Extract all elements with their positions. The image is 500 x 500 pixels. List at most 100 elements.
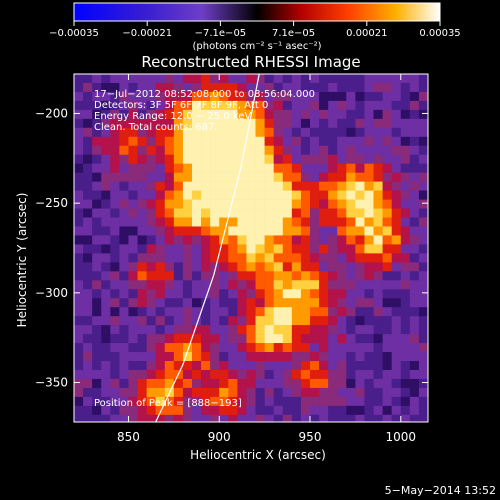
- heatmap-cell: [391, 190, 402, 200]
- heatmap-cell: [319, 271, 329, 281]
- heatmap-cell: [192, 74, 202, 84]
- heatmap-cell: [119, 325, 129, 335]
- heatmap-cell: [92, 136, 102, 147]
- heatmap-cell: [300, 208, 311, 218]
- heatmap-cell: [164, 316, 175, 326]
- heatmap-cell: [146, 136, 156, 147]
- heatmap-cell: [164, 271, 175, 281]
- heatmap-cell: [382, 163, 392, 173]
- heatmap-cell: [409, 369, 420, 380]
- heatmap-cell: [83, 244, 93, 254]
- heatmap-cell: [192, 414, 202, 422]
- heatmap-cell: [409, 361, 420, 371]
- heatmap-cell: [210, 396, 220, 407]
- heatmap-cell: [310, 298, 320, 308]
- heatmap-cell: [110, 217, 120, 227]
- heatmap-cell: [400, 244, 411, 254]
- heatmap-cell: [409, 343, 420, 353]
- heatmap-cell: [182, 100, 193, 111]
- heatmap-cell: [273, 361, 284, 371]
- heatmap-cell: [74, 172, 84, 182]
- heatmap-cell: [201, 405, 211, 416]
- heatmap-cell: [273, 262, 284, 272]
- heatmap-cell: [273, 378, 284, 389]
- y-axis-label: Heliocentric Y (arcsec): [15, 193, 29, 328]
- heatmap-cell: [201, 127, 211, 138]
- heatmap-cells: [74, 74, 428, 422]
- heatmap-cell: [83, 352, 93, 362]
- heatmap-cell: [228, 325, 238, 335]
- heatmap-cell: [328, 226, 338, 236]
- heatmap-cell: [291, 100, 302, 111]
- heatmap-cell: [182, 271, 193, 281]
- heatmap-cell: [364, 262, 374, 272]
- heatmap-cell: [264, 378, 274, 389]
- heatmap-cell: [246, 253, 256, 263]
- heatmap-cell: [255, 253, 265, 263]
- heatmap-cell: [300, 396, 311, 407]
- heatmap-cell: [210, 262, 220, 272]
- heatmap-cell: [337, 352, 347, 362]
- heatmap-cell: [337, 82, 347, 93]
- heatmap-cell: [291, 253, 302, 263]
- heatmap-cell: [264, 352, 274, 362]
- heatmap-cell: [101, 163, 111, 173]
- heatmap-cell: [319, 100, 329, 111]
- heatmap-cell: [110, 235, 120, 245]
- heatmap-cell: [319, 334, 329, 344]
- heatmap-cell: [74, 289, 84, 299]
- heatmap-cell: [400, 199, 411, 209]
- heatmap-cell: [101, 235, 111, 245]
- heatmap-cell: [192, 127, 202, 138]
- heatmap-cell: [409, 100, 420, 111]
- heatmap-cell: [246, 343, 256, 353]
- heatmap-cell: [264, 136, 274, 147]
- heatmap-cell: [137, 271, 147, 281]
- heatmap-cell: [83, 325, 93, 335]
- heatmap-cell: [418, 396, 428, 407]
- heatmap-cell: [264, 91, 274, 102]
- heatmap-cell: [119, 352, 129, 362]
- heatmap-cell: [92, 414, 102, 422]
- heatmap-cell: [346, 226, 356, 236]
- heatmap-cell: [300, 289, 311, 299]
- heatmap-cell: [355, 387, 365, 398]
- heatmap-cell: [74, 378, 84, 389]
- heatmap-cell: [300, 244, 311, 254]
- heatmap-cell: [92, 82, 102, 93]
- heatmap-cell: [319, 387, 329, 398]
- heatmap-cell: [310, 199, 320, 209]
- heatmap-cell: [346, 352, 356, 362]
- heatmap-cell: [74, 361, 84, 371]
- heatmap-cell: [192, 405, 202, 416]
- heatmap-cell: [400, 316, 411, 326]
- heatmap-cell: [182, 298, 193, 308]
- heatmap-cell: [192, 145, 202, 156]
- heatmap-cell: [92, 352, 102, 362]
- heatmap-cell: [337, 127, 347, 138]
- heatmap-cell: [273, 190, 284, 200]
- heatmap-cell: [346, 361, 356, 371]
- heatmap-cell: [273, 325, 284, 335]
- heatmap-cell: [155, 325, 166, 335]
- heatmap-cell: [182, 307, 193, 317]
- heatmap-cell: [164, 154, 175, 164]
- heatmap-cell: [418, 369, 428, 380]
- heatmap-cell: [409, 127, 420, 138]
- heatmap-cell: [382, 378, 392, 389]
- heatmap-cell: [155, 136, 166, 147]
- heatmap-cell: [101, 145, 111, 156]
- heatmap-cell: [255, 127, 265, 138]
- heatmap-cell: [173, 154, 184, 164]
- heatmap-cell: [110, 343, 120, 353]
- heatmap-cell: [355, 235, 365, 245]
- heatmap-cell: [355, 217, 365, 227]
- heatmap-cell: [155, 217, 166, 227]
- heatmap-cell: [219, 325, 229, 335]
- heatmap-cell: [264, 405, 274, 416]
- heatmap-cell: [355, 109, 365, 120]
- heatmap-cell: [110, 244, 120, 254]
- heatmap-cell: [219, 280, 229, 290]
- heatmap-cell: [83, 316, 93, 326]
